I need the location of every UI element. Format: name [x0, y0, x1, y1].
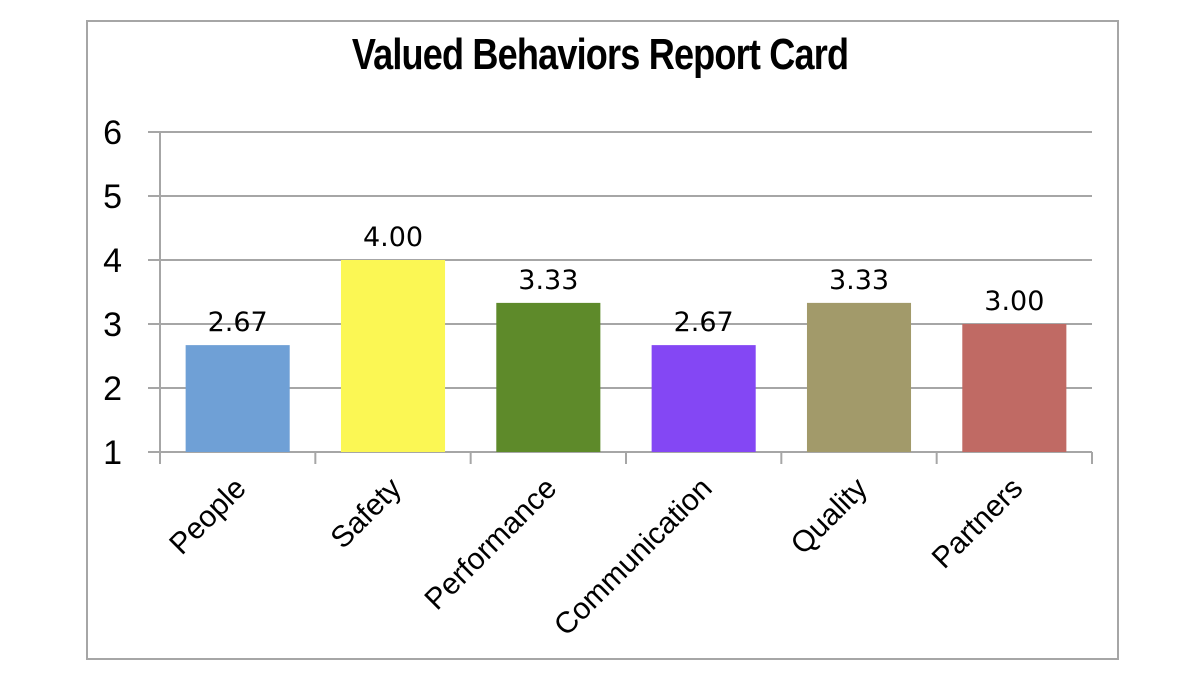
bar-communication: [651, 345, 756, 452]
bar-safety: [340, 260, 446, 452]
data-label: 3.00: [984, 286, 1044, 317]
category-label: Quality: [785, 472, 874, 561]
chart-frame: [86, 20, 1119, 660]
category-label: Safety: [324, 472, 407, 555]
y-tick-label: 4: [103, 242, 122, 280]
y-tick-label: 5: [103, 178, 122, 216]
bar-quality: [806, 302, 912, 452]
data-label: 2.67: [208, 307, 268, 338]
bar-people: [185, 345, 290, 452]
y-tick-label: 1: [103, 434, 122, 472]
category-label: Communication: [548, 472, 719, 643]
chart-title: Valued Behaviors Report Card: [351, 30, 849, 79]
bar-performance: [496, 302, 601, 452]
data-label: 2.67: [674, 307, 734, 338]
bar-partners: [962, 324, 1067, 452]
data-label: 4.00: [363, 222, 423, 253]
data-label: 3.33: [829, 265, 889, 296]
y-tick-label: 2: [103, 370, 122, 408]
y-tick-label: 6: [103, 114, 122, 152]
data-label: 3.33: [518, 265, 578, 296]
y-tick-label: 3: [103, 306, 122, 344]
category-label: Performance: [419, 472, 564, 617]
category-label: Partners: [926, 472, 1030, 576]
category-label: People: [163, 472, 252, 561]
